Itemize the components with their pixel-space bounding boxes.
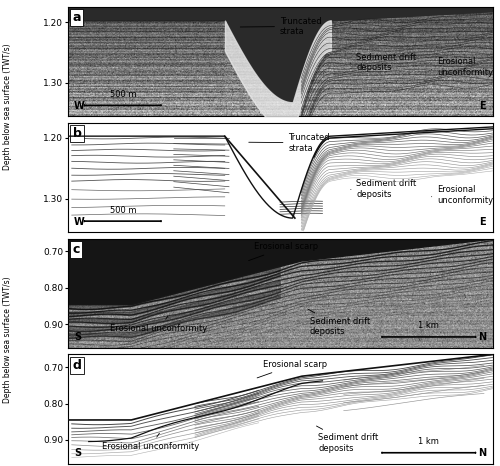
Text: Sediment drift
deposits: Sediment drift deposits [316,426,378,453]
Text: Sediment drift
deposits: Sediment drift deposits [308,309,370,336]
Text: W: W [74,101,85,111]
Text: a: a [72,11,81,24]
Text: Sediment drift
deposits: Sediment drift deposits [351,53,417,72]
Text: Depth below sea surface (TWT/s): Depth below sea surface (TWT/s) [3,277,12,404]
Text: Erosional scarp: Erosional scarp [248,242,318,260]
Text: N: N [478,332,486,343]
Text: Depth below sea surface (TWT/s): Depth below sea surface (TWT/s) [3,44,12,171]
Text: E: E [480,101,486,111]
Text: Erosional scarp: Erosional scarp [257,360,327,378]
Text: c: c [72,243,80,256]
Text: b: b [72,127,82,140]
Text: W: W [74,217,85,226]
Text: Erosional
unconformity: Erosional unconformity [432,185,494,205]
Text: S: S [74,448,81,458]
Text: Truncated
strata: Truncated strata [240,17,322,36]
Text: N: N [478,448,486,458]
Text: 1 km: 1 km [418,322,439,330]
Text: 500 m: 500 m [110,206,136,214]
Text: Sediment drift
deposits: Sediment drift deposits [351,179,417,199]
Text: Erosional unconformity: Erosional unconformity [102,433,199,451]
Text: d: d [72,359,82,372]
Text: 1 km: 1 km [418,437,439,446]
Text: E: E [480,217,486,226]
Text: 500 m: 500 m [110,90,136,99]
Text: Truncated
strata: Truncated strata [249,133,330,152]
Text: S: S [74,332,81,343]
Text: Erosional unconformity: Erosional unconformity [110,316,208,333]
Text: Erosional
unconformity: Erosional unconformity [432,57,494,77]
